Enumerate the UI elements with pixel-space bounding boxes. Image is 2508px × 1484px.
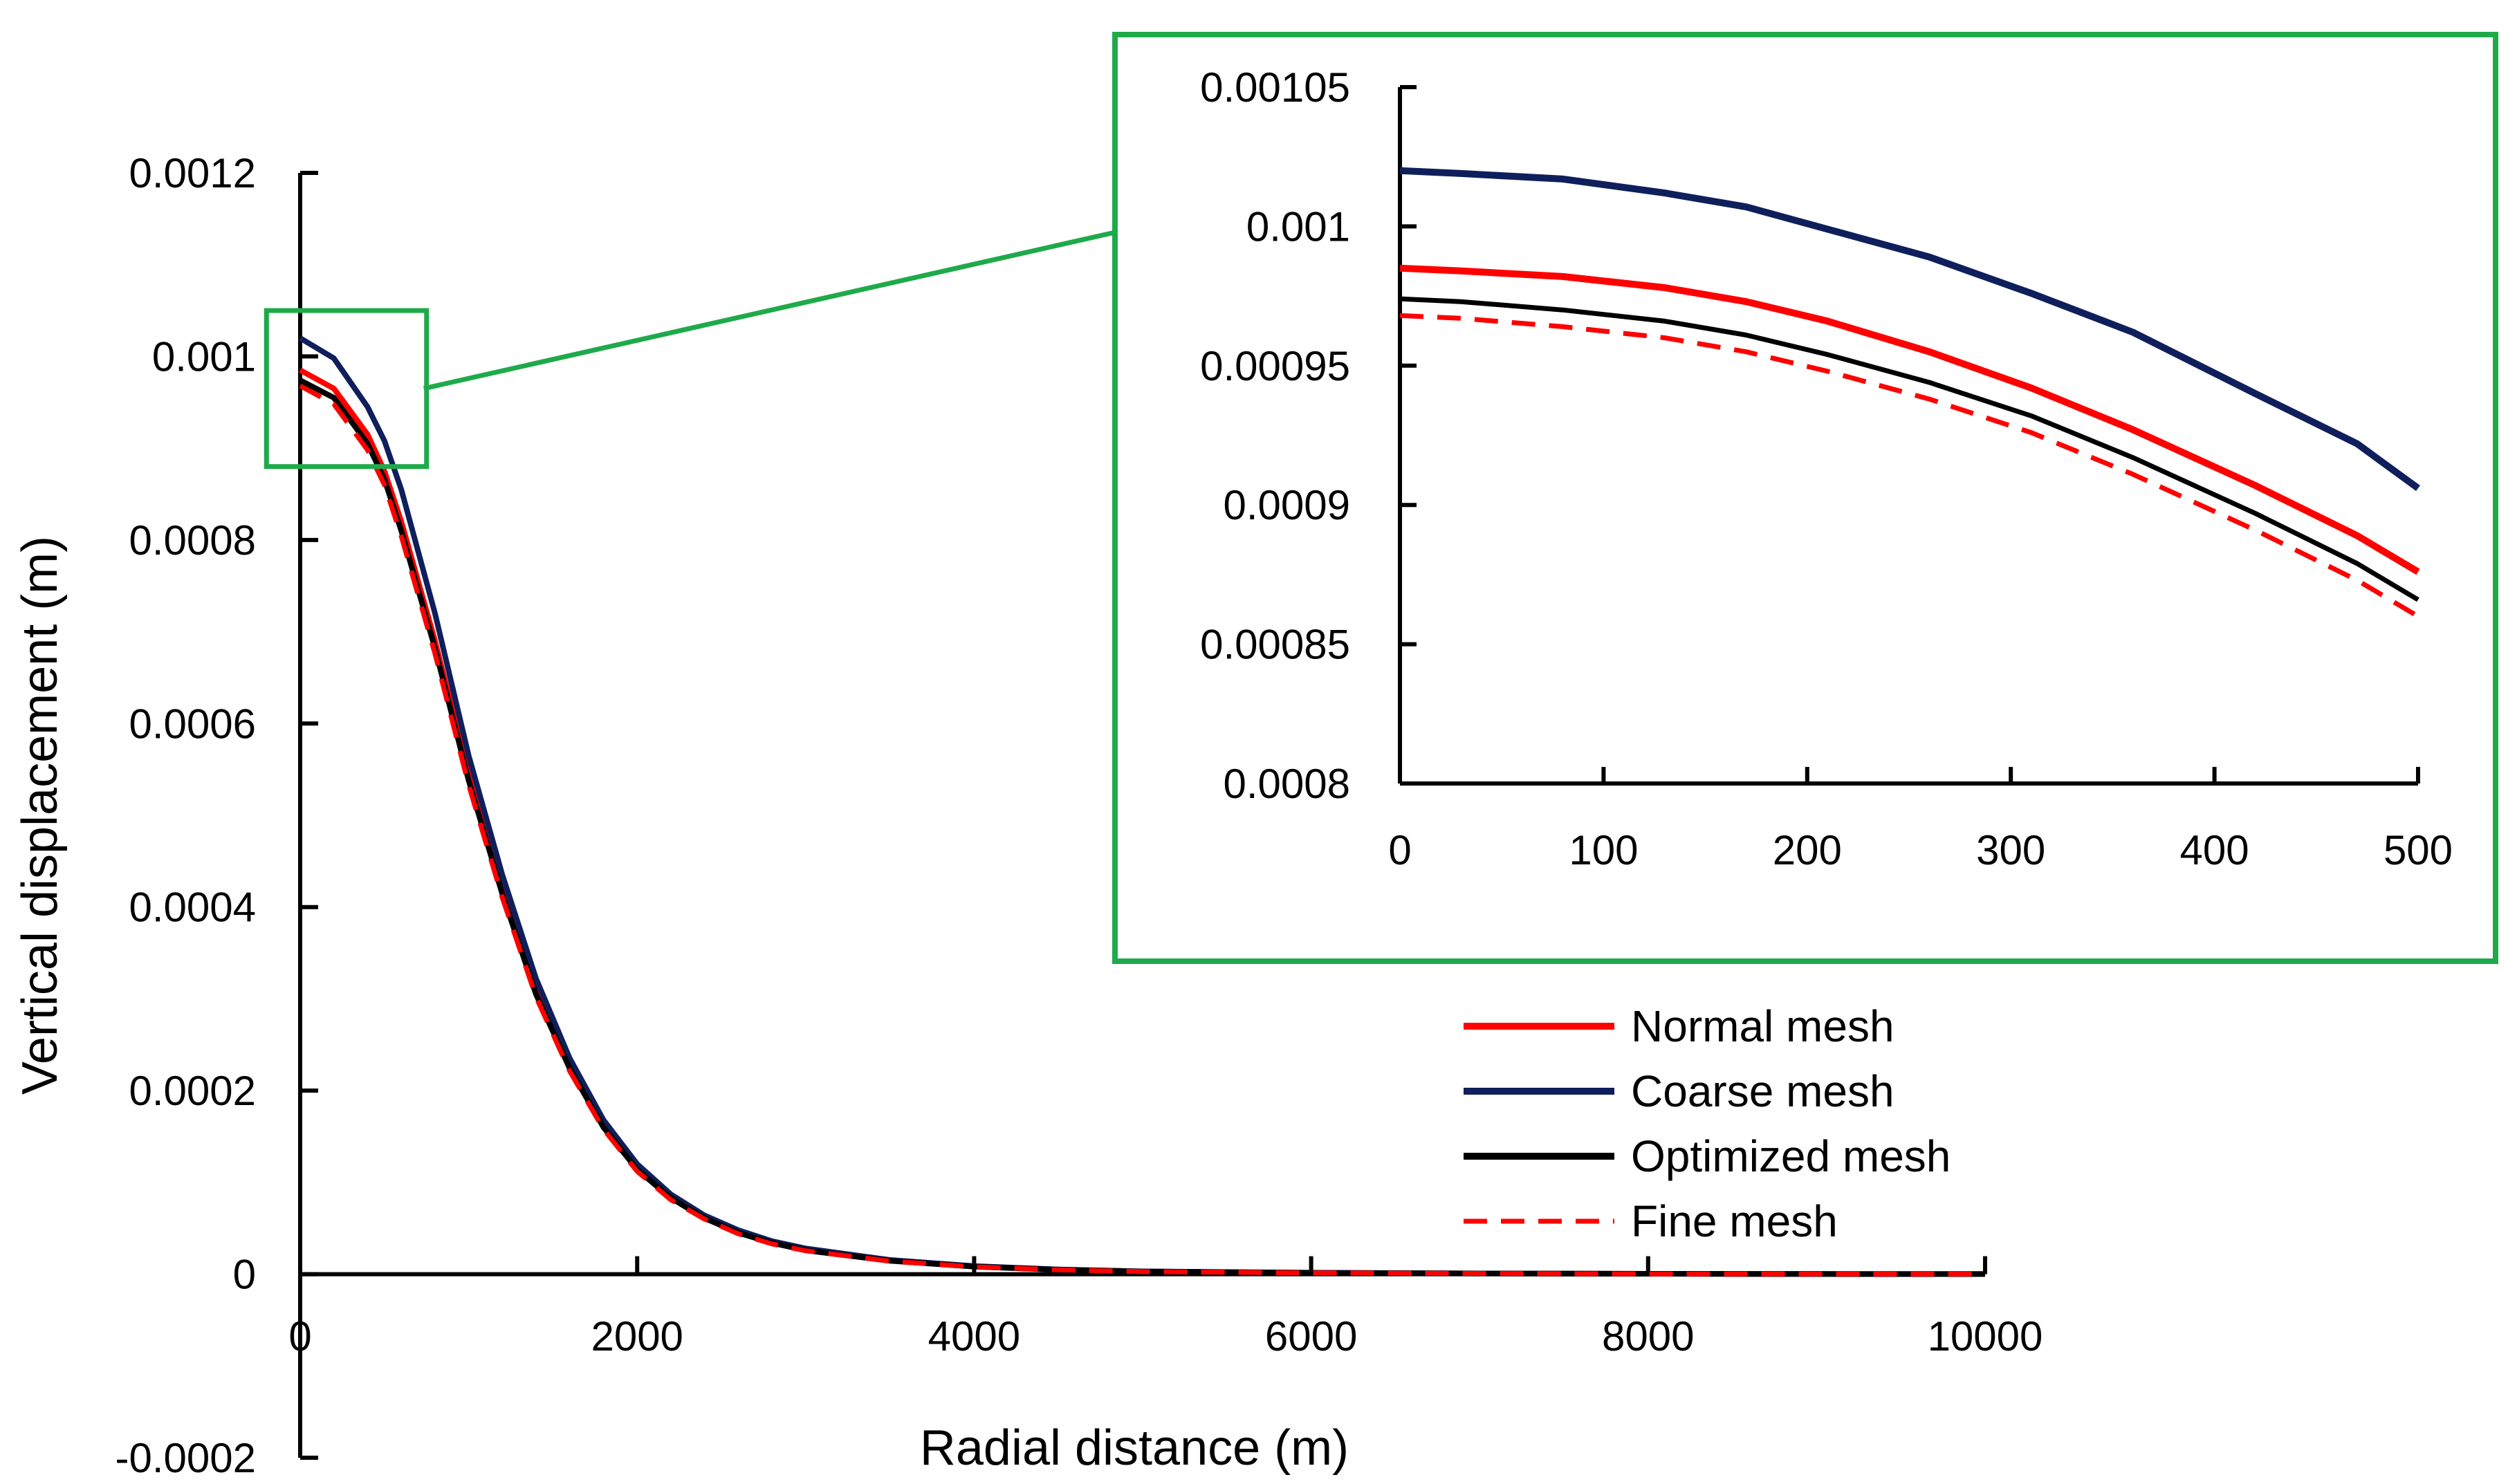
inset-y-tick-label: 0.00095 — [1200, 343, 1350, 389]
x-axis-title: Radial distance (m) — [920, 1420, 1349, 1476]
zoom-connector-line — [423, 230, 1116, 391]
y-tick-label: 0.0004 — [129, 884, 256, 931]
x-tick-label: 6000 — [1265, 1313, 1357, 1360]
legend-label: Normal mesh — [1631, 1001, 1894, 1051]
legend: Normal mesh Coarse mesh Optimized mesh Fine… — [1464, 1001, 1951, 1246]
inset-series-line-coarse-mesh — [1399, 167, 2420, 492]
y-tick-label: 0 — [233, 1252, 256, 1298]
x-tick-label: 10000 — [1928, 1313, 2043, 1360]
main-chart: -0.0002 0 0.0002 0.0004 0.0006 0.0008 0.001 0.0… — [12, 150, 2043, 1481]
x-tick-label: 2000 — [591, 1313, 683, 1360]
x-tick-label: 0 — [288, 1313, 311, 1360]
inset-x-tick-label: 0 — [1388, 827, 1411, 873]
y-tick-label: -0.0002 — [116, 1435, 257, 1481]
y-tick-label: 0.0002 — [129, 1068, 256, 1114]
inset-x-tick-label: 500 — [2383, 827, 2453, 873]
legend-label: Optimized mesh — [1631, 1131, 1951, 1181]
inset-x-tick-label: 100 — [1569, 827, 1638, 873]
y-tick-label: 0.0008 — [129, 517, 256, 564]
legend-label: Coarse mesh — [1631, 1066, 1894, 1116]
inset-y-tick-label: 0.001 — [1246, 203, 1350, 250]
inset-x-tick-label: 300 — [1976, 827, 2045, 873]
y-tick-label: 0.001 — [152, 333, 256, 380]
inset-series-line-fine-mesh — [1399, 313, 2419, 619]
x-tick-label: 4000 — [928, 1313, 1020, 1360]
series-line-fine-mesh — [299, 383, 1986, 1277]
inset-series-line-optimized-mesh — [1399, 296, 2419, 602]
inset-y-tick-label: 0.00085 — [1200, 622, 1350, 668]
inset-y-tick-label: 0.0008 — [1223, 761, 1350, 807]
inset-x-tick-label: 200 — [1773, 827, 1842, 873]
inset-y-tick-label: 0.0009 — [1223, 482, 1350, 528]
y-tick-label: 0.0006 — [129, 701, 256, 747]
zoom-connector — [423, 230, 1116, 391]
inset-x-tick-label: 400 — [2180, 827, 2249, 873]
inset-chart: 0.0008 0.00085 0.0009 0.00095 0.001 0.00105 0 1… — [1112, 32, 2498, 964]
zoom-box — [264, 308, 430, 470]
y-tick-label: 0.0012 — [129, 150, 256, 196]
x-tick-label: 8000 — [1602, 1313, 1694, 1360]
inset-frame — [1112, 32, 2498, 964]
y-axis-title: Vertical displacement (m) — [12, 536, 68, 1095]
inset-y-tick-label: 0.00105 — [1200, 64, 1350, 111]
inset-series-line-normal-mesh — [1399, 264, 2420, 575]
legend-label: Fine mesh — [1631, 1196, 1838, 1246]
